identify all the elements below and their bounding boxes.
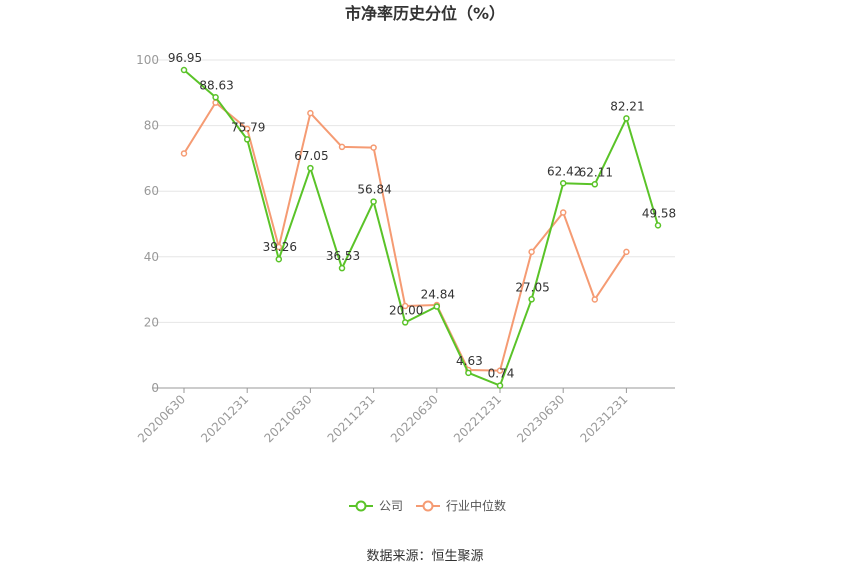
chart-title: 市净率历史分位（%） <box>345 4 505 23</box>
y-tick-label: 60 <box>144 184 159 198</box>
data-point <box>212 94 219 101</box>
data-point <box>401 302 409 310</box>
data-point <box>496 367 504 374</box>
x-tick-label: 20201231 <box>198 392 251 445</box>
data-point <box>528 248 535 256</box>
data-label: 4.63 <box>456 354 483 368</box>
grid-lines <box>152 59 675 323</box>
data-point <box>528 296 535 303</box>
x-tick-label: 20221231 <box>451 392 504 445</box>
data-point <box>559 209 567 216</box>
series-line <box>183 101 628 372</box>
x-tick-label: 20230630 <box>514 392 567 445</box>
data-point <box>307 164 314 172</box>
data-label: 62.11 <box>579 165 613 179</box>
data-label: 24.84 <box>421 288 455 302</box>
data-point <box>401 319 409 326</box>
data-point <box>559 180 567 187</box>
data-labels: 96.95 88.63 75.79 39.26 67.05 36.53 56.84 20.00… <box>168 51 676 381</box>
data-label: 27.05 <box>515 280 549 294</box>
x-tick-label: 20211231 <box>325 392 378 445</box>
legend-label: 公司 <box>379 499 403 513</box>
data-label: 56.84 <box>357 183 391 197</box>
data-label: 96.95 <box>168 51 202 65</box>
data-point <box>180 66 188 74</box>
data-label: 88.63 <box>199 78 233 92</box>
y-tick-label: 80 <box>144 119 159 133</box>
data-label: 75.79 <box>231 120 265 134</box>
x-tick-label: 20200630 <box>135 392 188 445</box>
y-tick-label: 100 <box>136 53 159 67</box>
data-label: 67.05 <box>294 149 328 163</box>
data-point <box>338 264 346 272</box>
data-label: 39.26 <box>263 240 297 254</box>
data-point <box>180 150 188 157</box>
data-point <box>654 222 662 229</box>
legend-label: 行业中位数 <box>446 498 506 513</box>
data-point <box>591 181 599 188</box>
y-tick-label: 40 <box>144 250 159 264</box>
data-point <box>623 115 630 122</box>
data-label: 49.58 <box>642 206 676 220</box>
y-tick-label: 20 <box>144 315 159 329</box>
series-lines <box>180 66 662 389</box>
legend: 公司 行业中位数 <box>349 498 506 513</box>
x-tick-label: 20231231 <box>577 392 630 445</box>
data-point <box>465 369 472 377</box>
data-point <box>433 303 441 310</box>
data-point <box>338 143 346 151</box>
data-point <box>275 255 283 263</box>
data-point <box>307 109 314 117</box>
x-tick-label: 20210630 <box>261 392 314 445</box>
data-label: 0.74 <box>488 367 515 381</box>
data-point <box>370 144 377 151</box>
data-point <box>243 136 251 143</box>
data-label: 36.53 <box>326 249 360 263</box>
data-point <box>243 125 251 133</box>
x-tick-label: 20220630 <box>388 392 441 445</box>
data-label: 62.42 <box>547 164 581 178</box>
data-label: 20.00 <box>389 303 423 317</box>
data-point <box>623 248 630 256</box>
source-note: 数据来源：恒生聚源 <box>366 549 483 564</box>
series-line <box>183 69 659 387</box>
data-point <box>496 382 504 389</box>
data-point <box>591 296 599 303</box>
data-point <box>370 198 377 205</box>
data-label: 82.21 <box>610 99 644 113</box>
legend-marker <box>355 500 367 512</box>
legend-marker <box>422 500 434 512</box>
